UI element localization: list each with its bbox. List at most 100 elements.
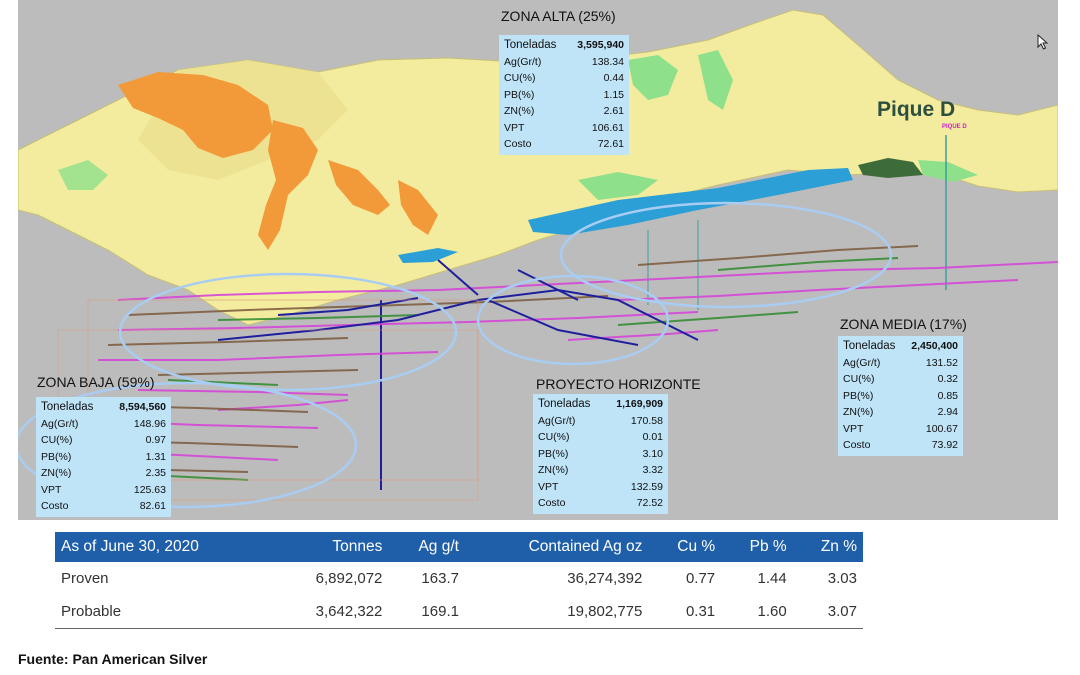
orange-zone-upper xyxy=(118,72,273,158)
zona-media-title: ZONA MEDIA (17%) xyxy=(840,316,967,332)
zona-alta-row: Ag(Gr/t) 138.34 xyxy=(504,54,624,71)
row-label: Ag(Gr/t) xyxy=(504,55,542,68)
row-label: CU(%) xyxy=(504,72,536,84)
header-cell: Zn % xyxy=(792,532,863,562)
row-value: 72.61 xyxy=(597,138,624,150)
zona-baja-title: ZONA BAJA (59%) xyxy=(37,374,155,390)
row-value: 2.61 xyxy=(603,105,624,117)
row-value: 0.44 xyxy=(603,72,624,84)
row-label: Toneladas xyxy=(504,39,557,51)
zona-baja-row: CU(%) 0.97 xyxy=(41,432,166,449)
row-value: 0.01 xyxy=(642,431,663,443)
row-label: Ag(Gr/t) xyxy=(538,414,576,427)
row-value: 125.63 xyxy=(133,483,166,496)
row-label: PB(%) xyxy=(843,389,874,402)
table-row: Proven 6,892,072 163.7 36,274,392 0.77 1… xyxy=(55,562,863,595)
orange-zone-right xyxy=(398,180,438,235)
row-label: ZN(%) xyxy=(41,467,72,479)
row-value: 73.92 xyxy=(931,439,958,451)
row-value: 2.35 xyxy=(145,467,166,479)
zona-baja-row: ZN(%) 2.35 xyxy=(41,465,166,482)
table-cell: 169.1 xyxy=(388,595,465,629)
row-label: ZN(%) xyxy=(538,464,569,476)
zona-media-databox: Toneladas 2,450,400 Ag(Gr/t) 131.52 CU(%) 0… xyxy=(838,336,963,456)
mine-3d-scene xyxy=(18,9,1058,509)
row-label: PB(%) xyxy=(538,447,569,460)
horizonte-row: VPT 132.59 xyxy=(538,479,663,496)
table-cell: 0.77 xyxy=(685,570,716,587)
row-label: CU(%) xyxy=(843,373,875,385)
row-value: 148.96 xyxy=(133,417,166,430)
green-zone-4 xyxy=(58,160,108,190)
ellipse-zona-baja xyxy=(18,381,358,509)
row-value: 3.10 xyxy=(642,447,663,460)
zona-baja-row: Ag(Gr/t) 148.96 xyxy=(41,416,166,433)
table-cell: 0.31 xyxy=(648,595,722,629)
row-label: Ag(Gr/t) xyxy=(843,356,881,369)
water-body-small xyxy=(398,248,458,263)
row-value: 1.15 xyxy=(603,88,624,101)
table-cell: 3,642,322 xyxy=(273,595,389,629)
reserves-header-row: As of June 30, 2020 Tonnes Ag g/t Contai… xyxy=(55,532,863,562)
zona-baja-row: PB(%) 1.31 xyxy=(41,449,166,466)
row-label: Toneladas xyxy=(843,340,896,352)
zona-alta-row: Costo 72.61 xyxy=(504,136,624,153)
zona-baja-row: Toneladas 8,594,560 xyxy=(41,399,166,416)
row-value: 170.58 xyxy=(630,414,663,427)
row-label: VPT xyxy=(843,422,864,435)
zona-media-row: Ag(Gr/t) 131.52 xyxy=(843,355,958,372)
table-cell: 3.07 xyxy=(792,595,863,629)
header-cell: Contained Ag oz xyxy=(464,532,649,562)
row-value: 3.32 xyxy=(642,464,663,476)
zona-media-row: CU(%) 0.32 xyxy=(843,371,958,388)
table-cell: 3.03 xyxy=(827,570,857,587)
row-value: 72.52 xyxy=(636,497,663,509)
header-cell: Ag g/t xyxy=(388,532,465,562)
reserves-table: As of June 30, 2020 Tonnes Ag g/t Contai… xyxy=(55,532,863,629)
green-zone-2 xyxy=(698,50,733,110)
row-label: PB(%) xyxy=(504,88,535,101)
green-zone-5 xyxy=(918,160,978,182)
row-label: Toneladas xyxy=(41,401,94,413)
row-label: VPT xyxy=(538,480,559,493)
header-cell: Cu % xyxy=(648,532,722,562)
row-value: 0.97 xyxy=(145,434,166,446)
table-cell: 6,892,072 xyxy=(315,570,383,587)
ellipse-zona-central xyxy=(118,272,458,392)
row-value: 106.61 xyxy=(591,121,624,134)
ellipse-zona-media xyxy=(559,201,893,309)
zona-media-row: Toneladas 2,450,400 xyxy=(843,338,958,355)
zona-baja-row: Costo 82.61 xyxy=(41,498,166,515)
proyecto-horizonte-title: PROYECTO HORIZONTE xyxy=(536,376,701,392)
zona-alta-databox: Toneladas 3,595,940 Ag(Gr/t) 138.34 CU(%) 0… xyxy=(499,35,629,155)
row-value: 1.31 xyxy=(145,450,166,463)
horizonte-row: Toneladas 1,169,909 xyxy=(538,396,663,413)
zona-media-row: PB(%) 0.85 xyxy=(843,388,958,405)
horizonte-row: Costo 72.52 xyxy=(538,495,663,512)
mouse-cursor-icon xyxy=(1037,34,1049,50)
row-label: VPT xyxy=(41,483,62,496)
zona-media-row: ZN(%) 2.94 xyxy=(843,404,958,421)
table-cell: 1.60 xyxy=(721,595,793,629)
row-label: PB(%) xyxy=(41,450,72,463)
table-cell: 36,274,392 xyxy=(567,570,643,587)
row-value: 138.34 xyxy=(591,55,624,68)
zona-baja-row: VPT 125.63 xyxy=(41,482,166,499)
green-zone-3 xyxy=(578,172,658,200)
proyecto-horizonte-databox: Toneladas 1,169,909 Ag(Gr/t) 170.58 CU(%) 0… xyxy=(533,394,668,514)
table-cell: 163.7 xyxy=(421,570,459,587)
row-value: 0.85 xyxy=(937,389,958,402)
horizonte-row: ZN(%) 3.32 xyxy=(538,462,663,479)
orange-zone-lower xyxy=(328,160,390,215)
table-cell: Probable xyxy=(55,595,274,629)
row-value: 132.59 xyxy=(630,480,663,493)
row-label: Toneladas xyxy=(538,398,591,410)
zona-baja-databox: Toneladas 8,594,560 Ag(Gr/t) 148.96 CU(%) 0… xyxy=(36,397,171,517)
table-row: Probable 3,642,322 169.1 19,802,775 0.31… xyxy=(55,595,863,629)
green-zone-1 xyxy=(628,55,678,100)
row-value: 3,595,940 xyxy=(577,39,624,51)
zona-alta-row: PB(%) 1.15 xyxy=(504,87,624,104)
zona-alta-row: CU(%) 0.44 xyxy=(504,70,624,87)
row-label: ZN(%) xyxy=(504,105,535,117)
row-label: CU(%) xyxy=(41,434,73,446)
